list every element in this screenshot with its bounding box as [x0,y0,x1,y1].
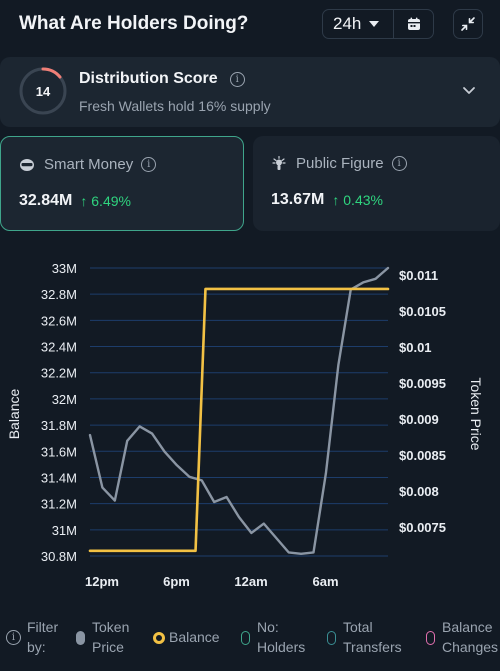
filter-item-label: Token [92,619,130,635]
chart-grid [90,267,388,557]
legend-marker-icon [327,631,336,645]
y-left-tick-label: 31.6M [41,444,77,459]
right-axis-ticks: $0.011 $0.0105 $0.01 $0.0095 $0.009 $0.0085 $0… [399,268,446,535]
public-figure-label: Public Figure [296,155,384,172]
y-left-tick-label: 32.2M [41,366,77,381]
holders-chart[interactable]: 33M 32.8M 32.6M 32.4M 32.2M 32M 31.8M 31.6M 31.4… [0,250,500,595]
x-tick-label: 6pm [163,574,190,589]
smart-money-value: 32.84M [19,192,73,209]
filter-item-label: Changes [442,639,499,655]
distribution-score-title-row: Distribution Score i [79,70,245,88]
smart-money-label: Smart Money [44,156,134,173]
filter-item-label: Price [92,639,124,655]
arrow-up-icon: ↑ [80,193,88,209]
public-figure-change: ↑ 0.43% [332,192,383,208]
caret-down-icon [369,21,380,27]
y-left-tick-label: 32.4M [41,340,77,355]
legend-marker-icon [241,631,250,645]
legend-marker-icon [426,631,435,645]
y-right-tick-label: $0.008 [399,484,439,499]
filter-label-line1: Filter [27,619,59,635]
smart-money-card[interactable]: Smart Money i 32.84M ↑ 6.49% [0,136,244,231]
y-left-tick-label: 31M [52,523,77,538]
legend-marker-icon [76,631,85,645]
info-icon[interactable]: i [229,71,245,87]
token-price-series-line [88,266,390,556]
y-left-tick-label: 30.8M [41,549,77,564]
timeframe-select[interactable]: 24h [323,10,394,38]
filter-item-label: Balance [442,619,493,635]
distribution-score-ring: 14 [19,67,67,115]
y-right-tick-label: $0.0085 [399,448,446,463]
public-figure-icon [272,155,286,170]
filter-item-label: Holders [257,639,306,655]
timeframe-value: 24h [333,14,362,33]
y-left-tick-label: 31.8M [41,418,77,433]
y-right-tick-label: $0.01 [399,340,432,355]
calendar-button[interactable] [394,10,433,38]
smart-money-label-row: Smart Money i [19,156,157,173]
info-icon[interactable]: i [141,157,157,172]
left-axis-label: Balance [6,388,22,439]
filter-legend: i Filter by: Token Price Balance No: Holders… [0,617,500,671]
smart-money-icon [20,158,34,171]
smart-money-change: ↑ 6.49% [80,193,131,209]
distribution-score-card[interactable]: 14 Distribution Score i Fresh Wallets ho… [0,57,500,127]
public-figure-card[interactable]: Public Figure i 13.67M ↑ 0.43% [253,136,500,231]
y-left-tick-label: 32M [52,392,77,407]
x-tick-label: 12pm [85,574,119,589]
page-title: What Are Holders Doing? [19,13,249,34]
y-right-tick-label: $0.011 [399,268,438,283]
info-icon[interactable]: i [6,630,21,645]
y-right-tick-label: $0.0095 [399,376,446,391]
distribution-score-title: Distribution Score [79,70,218,87]
collapse-icon [461,17,475,31]
public-figure-label-row: Public Figure i [271,155,407,172]
calendar-icon [407,17,420,30]
y-left-tick-label: 33M [52,261,77,276]
right-axis-label: Token Price [468,377,484,450]
filter-item-label: Transfers [343,639,402,655]
chevron-down-icon[interactable] [462,86,476,96]
y-left-tick-label: 31.4M [41,470,77,485]
arrow-up-icon: ↑ [332,192,340,208]
left-axis-ticks: 33M 32.8M 32.6M 32.4M 32.2M 32M 31.8M 31.6M 31.4… [41,261,77,564]
public-figure-change-value: 0.43% [343,192,383,208]
y-right-tick-label: $0.009 [399,412,439,427]
y-right-tick-label: $0.0105 [399,304,446,319]
filter-item-label: Balance [169,629,220,645]
balance-series-line [88,287,390,553]
filter-item-label: No: [257,619,279,635]
smart-money-value-row: 32.84M ↑ 6.49% [19,192,131,210]
y-right-tick-label: $0.0075 [399,520,446,535]
y-left-tick-label: 32.8M [41,287,77,302]
distribution-score-value: 14 [36,84,51,99]
x-axis-ticks: 12pm 6pm 12am 6am [85,574,339,589]
smart-money-change-value: 6.49% [91,193,131,209]
x-tick-label: 6am [312,574,338,589]
public-figure-value-row: 13.67M ↑ 0.43% [271,191,383,209]
public-figure-value: 13.67M [271,191,325,208]
y-left-tick-label: 32.6M [41,313,77,328]
y-left-tick-label: 31.2M [41,497,77,512]
series-layer [88,266,390,556]
x-tick-label: 12am [234,574,267,589]
timeframe-control: 24h [322,9,434,39]
legend-marker-icon [153,632,165,644]
filter-item-label: Total [343,619,373,635]
header: What Are Holders Doing? 24h [0,0,500,50]
filter-label-line2: by: [27,639,46,655]
collapse-button[interactable] [453,9,483,39]
distribution-score-subtitle: Fresh Wallets hold 16% supply [79,98,271,114]
info-icon[interactable]: i [391,156,407,171]
